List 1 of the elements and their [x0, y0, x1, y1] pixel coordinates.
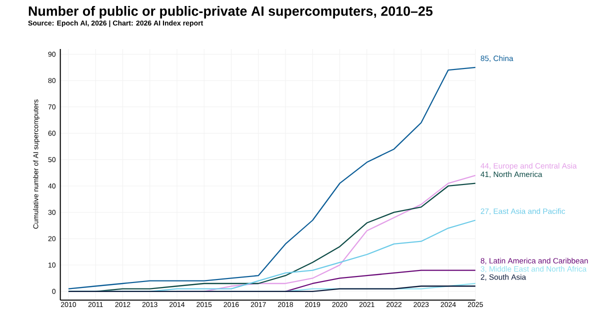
chart-title: Number of public or public-private AI supercomputers, 2010–25: [28, 6, 433, 18]
